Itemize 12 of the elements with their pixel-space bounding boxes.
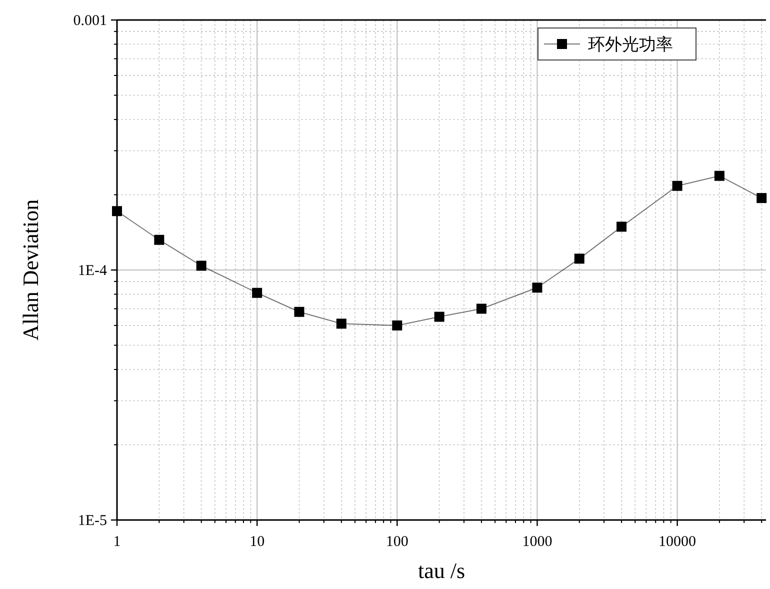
- x-tick-label: 1000: [522, 534, 552, 550]
- x-axis-title: tau /s: [418, 558, 466, 583]
- x-tick-label: 10000: [658, 534, 696, 550]
- y-tick-label: 1E-5: [78, 513, 107, 529]
- legend-label: 环外光功率: [588, 35, 673, 54]
- x-tick-label: 1: [113, 534, 121, 550]
- x-tick-label: 10: [250, 534, 265, 550]
- y-tick-label: 0.001: [73, 13, 107, 29]
- y-axis-title: Allan Deviation: [18, 199, 43, 341]
- x-tick-label: 100: [386, 534, 408, 550]
- legend: 环外光功率: [538, 28, 696, 60]
- y-tick-label: 1E-4: [78, 263, 108, 279]
